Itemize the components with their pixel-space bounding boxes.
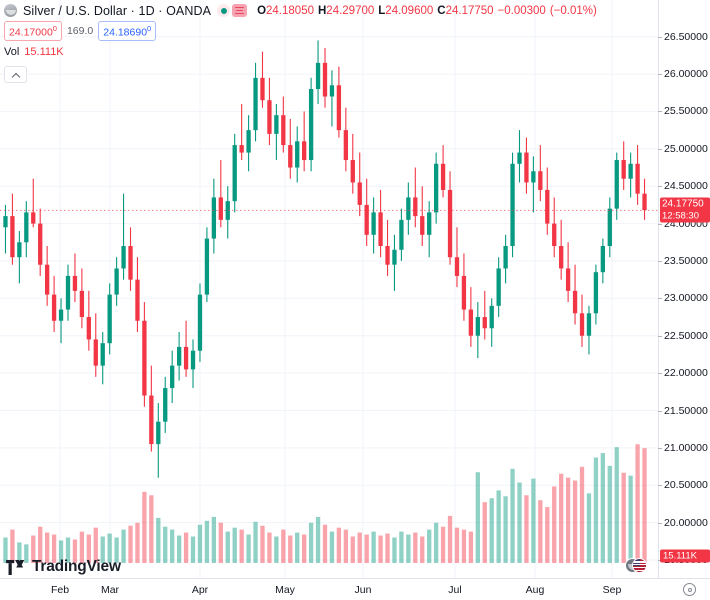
price-tick-label: 25.00000 (658, 142, 708, 155)
price-tick-label: 23.00000 (658, 292, 708, 305)
current-price-value: 24.17750 (662, 198, 704, 210)
price-tick-label: 24.50000 (658, 180, 708, 193)
ohlc-high-label: H (317, 4, 327, 17)
price-tick-label: 26.00000 (658, 68, 708, 81)
symbol-pair-flag-badge (625, 558, 647, 574)
price-scale-axis[interactable]: 26.50000 26.00000 25.50000 25.00000 24.50000… (658, 0, 710, 578)
price-tick-label: 22.50000 (658, 329, 708, 342)
price-tick-label: 23.50000 (658, 255, 708, 267)
usa-flag-icon (632, 558, 647, 573)
chart-legend: Silver / U.S. Dollar · 1D · OANDA O24.18… (4, 3, 597, 83)
chart-plot-area[interactable] (0, 0, 658, 578)
collapse-pane-button[interactable] (4, 66, 27, 83)
chart-gridlines (0, 0, 658, 578)
ohlc-low-label: L (378, 4, 386, 17)
timescale-settings-icon[interactable] (683, 583, 696, 596)
time-scale-axis[interactable]: Feb Mar Apr May Jun Jul Aug Sep (0, 578, 710, 600)
legend-price-tags-row: 24.170000 169.0 24.186900 (4, 21, 597, 41)
symbol-title[interactable]: Silver / U.S. Dollar · 1D · OANDA (23, 3, 212, 18)
tradingview-mark-icon (6, 559, 25, 575)
silver-symbol-icon (4, 4, 17, 17)
ask-price-tag[interactable]: 24.186900 (98, 21, 157, 41)
ohlc-close-value: 24.17750 (445, 4, 494, 17)
ohlc-low-value: 24.09600 (385, 4, 434, 17)
chevron-up-icon (12, 71, 19, 78)
ohlc-values: O24.18050 H24.29700 L24.09600 C24.17750 −0.0… (257, 5, 597, 17)
tradingview-wordmark: TradingView (32, 558, 121, 575)
time-tick-label: Apr (191, 584, 209, 596)
series-style-toggle[interactable] (217, 4, 248, 17)
price-tick-label: 21.00000 (658, 441, 708, 454)
ohlc-change-percent: (−0.01%) (549, 4, 597, 17)
tradingview-logo[interactable]: TradingView (6, 558, 121, 576)
chart-style-icon[interactable] (232, 4, 248, 17)
ask-price-superscript: 0 (147, 24, 152, 34)
legend-symbol-row: Silver / U.S. Dollar · 1D · OANDA O24.18… (4, 3, 597, 18)
time-tick-label: Sep (602, 584, 622, 596)
current-price-countdown: 12:58:30 (662, 210, 699, 222)
legend-volume-row: Vol 15.111K (4, 45, 597, 59)
visibility-dot-icon[interactable] (217, 4, 231, 17)
ohlc-high-value: 24.29700 (326, 4, 375, 17)
spread-value: 169.0 (66, 25, 94, 37)
time-tick-label: Mar (100, 584, 120, 596)
price-tick-label: 21.50000 (658, 404, 708, 417)
time-tick-label: May (275, 584, 295, 596)
volume-label: Vol (4, 46, 20, 58)
volume-value: 15.111K (24, 46, 64, 58)
ohlc-change: −0.00300 (497, 4, 546, 17)
volume-scale-badge[interactable]: 15.111K (660, 549, 710, 563)
candlestick-series (0, 40, 658, 563)
time-tick-label: Aug (525, 584, 545, 596)
ohlc-open-label: O (257, 4, 267, 17)
price-tick-label: 25.50000 (658, 105, 708, 118)
bid-price-tag[interactable]: 24.170000 (4, 21, 62, 41)
price-tick-label: 22.00000 (658, 367, 708, 380)
bid-price-superscript: 0 (52, 24, 57, 34)
current-price-badge[interactable]: 24.17750 12:58:30 (660, 197, 710, 223)
ohlc-close-label: C (437, 4, 446, 17)
price-tick-label: 20.50000 (658, 479, 708, 492)
time-tick-label: Jun (354, 584, 372, 596)
ohlc-open-value: 24.18050 (266, 4, 314, 17)
price-tick-label: 20.00000 (658, 516, 708, 529)
time-tick-label: Jul (448, 584, 462, 596)
time-tick-label: Feb (50, 584, 70, 596)
price-tick-label: 26.50000 (658, 30, 708, 43)
